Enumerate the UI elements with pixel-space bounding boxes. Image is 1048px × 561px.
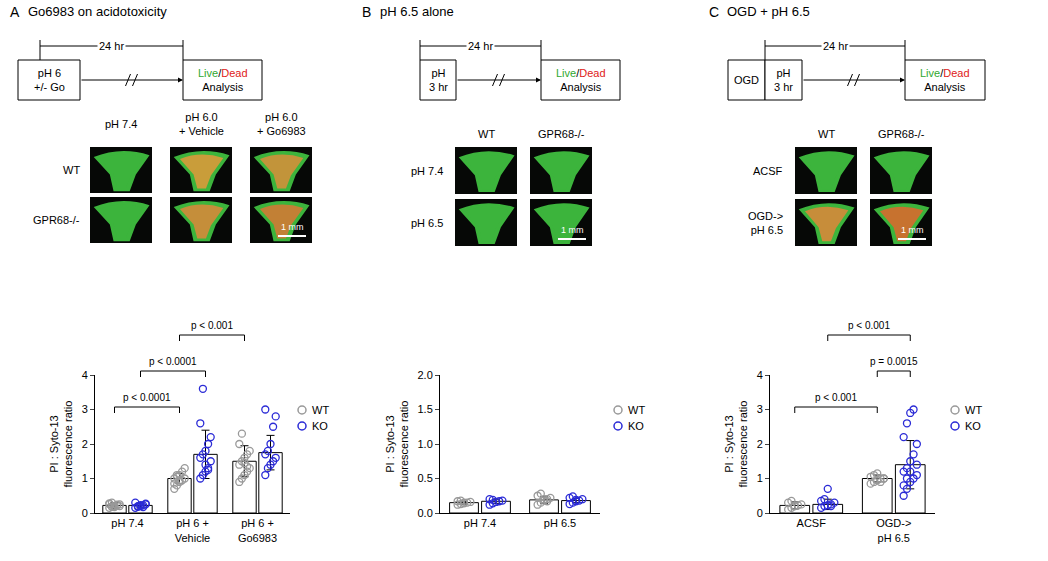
svg-text:pH 6.0+ Vehicle: pH 6.0+ Vehicle [179, 111, 224, 137]
svg-text:3: 3 [757, 403, 763, 415]
svg-text:OGD->pH 6.5: OGD->pH 6.5 [876, 517, 911, 543]
svg-text:WT: WT [312, 404, 329, 416]
svg-text:p = 0.0015: p = 0.0015 [870, 356, 918, 367]
svg-text:GPR68-/-: GPR68-/- [33, 214, 80, 226]
svg-text:24 hr: 24 hr [823, 40, 848, 52]
svg-text:GPR68-/-: GPR68-/- [538, 128, 585, 140]
svg-text:pH 6.5: pH 6.5 [411, 217, 443, 229]
svg-text:2.0: 2.0 [418, 369, 433, 381]
svg-text:Live/DeadAnalysis: Live/DeadAnalysis [920, 67, 970, 93]
svg-text:B: B [362, 4, 371, 20]
svg-text:pH 6.0+ Go6983: pH 6.0+ Go6983 [257, 111, 306, 137]
svg-text:OGD->pH 6.5: OGD->pH 6.5 [748, 210, 783, 236]
svg-text:pH 6.5: pH 6.5 [544, 517, 576, 529]
svg-text:Live/DeadAnalysis: Live/DeadAnalysis [556, 67, 606, 93]
svg-text:2: 2 [757, 438, 763, 450]
svg-text:KO: KO [628, 420, 644, 432]
svg-text:KO: KO [312, 420, 328, 432]
svg-text:4: 4 [757, 369, 763, 381]
svg-text:ACSF: ACSF [797, 517, 827, 529]
svg-text:p < 0.0001: p < 0.0001 [149, 356, 197, 367]
svg-text:0.0: 0.0 [418, 507, 433, 519]
svg-text:pH 6.5 alone: pH 6.5 alone [380, 4, 454, 19]
svg-text:pH 6 +Vehicle: pH 6 +Vehicle [175, 517, 210, 543]
svg-text:1 mm: 1 mm [561, 225, 584, 235]
svg-text:WT: WT [478, 128, 495, 140]
svg-text:C: C [709, 4, 719, 20]
svg-text:OGD + pH 6.5: OGD + pH 6.5 [727, 4, 810, 19]
svg-text:Live/DeadAnalysis: Live/DeadAnalysis [198, 67, 248, 93]
svg-text:1.5: 1.5 [418, 403, 433, 415]
svg-text:0: 0 [82, 507, 88, 519]
svg-text:WT: WT [818, 128, 835, 140]
svg-text:WT: WT [63, 164, 80, 176]
svg-text:p < 0.0001: p < 0.0001 [123, 392, 171, 403]
svg-text:p < 0.001: p < 0.001 [191, 320, 233, 331]
svg-text:24 hr: 24 hr [99, 40, 124, 52]
svg-text:WT: WT [965, 404, 982, 416]
svg-text:p < 0.001: p < 0.001 [815, 392, 857, 403]
svg-text:1: 1 [82, 472, 88, 484]
svg-text:PI : Syto-13fluorescence ratio: PI : Syto-13fluorescence ratio [723, 401, 749, 488]
svg-text:Go6983 on acidotoxicity: Go6983 on acidotoxicity [28, 4, 167, 19]
svg-text:pH 7.4: pH 7.4 [464, 517, 496, 529]
svg-text:2: 2 [82, 438, 88, 450]
svg-text:pH 6+/- Go: pH 6+/- Go [34, 67, 65, 93]
svg-text:OGD: OGD [734, 74, 759, 86]
svg-text:1 mm: 1 mm [281, 222, 304, 232]
svg-text:pH 7.4: pH 7.4 [411, 165, 443, 177]
svg-text:4: 4 [82, 369, 88, 381]
svg-text:0: 0 [757, 507, 763, 519]
svg-text:pH3 hr: pH3 hr [774, 67, 793, 93]
svg-text:A: A [10, 4, 20, 20]
svg-text:1: 1 [757, 472, 763, 484]
svg-text:pH3 hr: pH3 hr [429, 67, 448, 93]
svg-text:PI : Syto-13fluorescence ratio: PI : Syto-13fluorescence ratio [384, 401, 410, 488]
svg-text:ACSF: ACSF [753, 165, 783, 177]
svg-text:24 hr: 24 hr [468, 40, 493, 52]
svg-text:1 mm: 1 mm [901, 225, 924, 235]
svg-text:PI : Syto-13fluorescence ratio: PI : Syto-13fluorescence ratio [48, 401, 74, 488]
svg-text:WT: WT [628, 404, 645, 416]
svg-text:KO: KO [965, 420, 981, 432]
svg-text:pH 7.4: pH 7.4 [111, 517, 143, 529]
svg-text:1.0: 1.0 [418, 438, 433, 450]
svg-text:GPR68-/-: GPR68-/- [878, 128, 925, 140]
svg-text:0.5: 0.5 [418, 472, 433, 484]
svg-text:3: 3 [82, 403, 88, 415]
svg-text:pH 7.4: pH 7.4 [105, 118, 137, 130]
svg-text:pH 6 +Go6983: pH 6 +Go6983 [238, 517, 277, 543]
svg-text:p < 0.001: p < 0.001 [848, 320, 890, 331]
